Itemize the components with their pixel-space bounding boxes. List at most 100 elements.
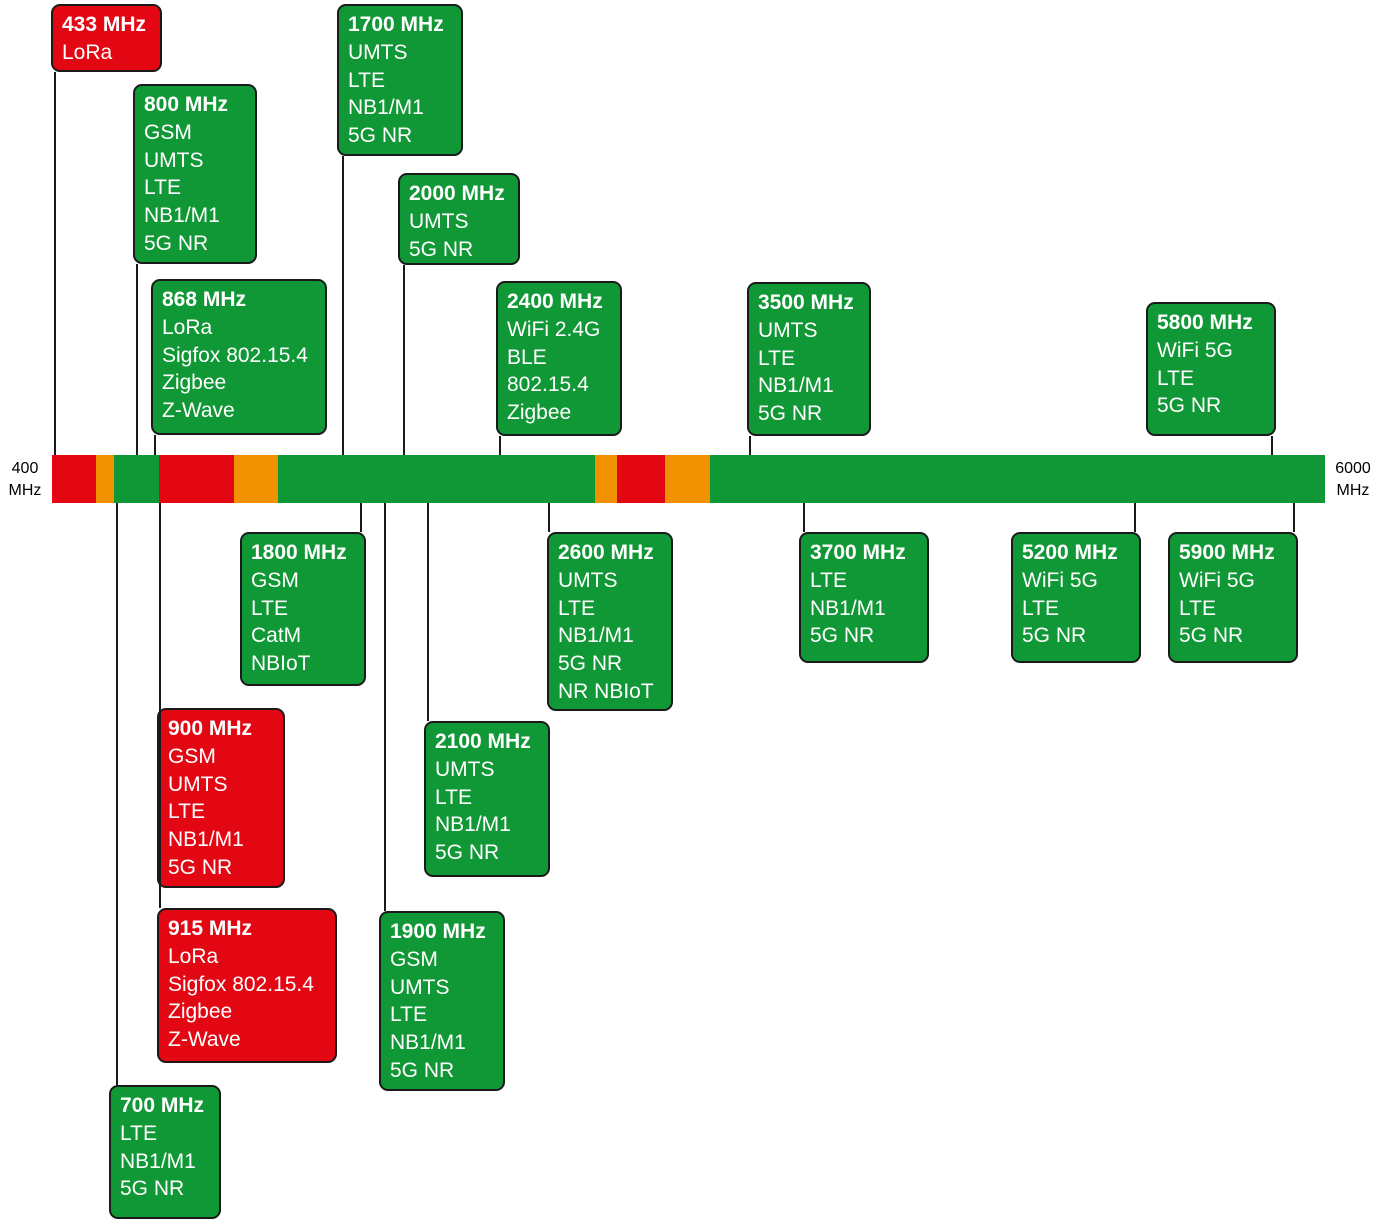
band-technology: UMTS [409,209,469,233]
connector-line [803,503,805,532]
band-frequency: 3500 MHz [758,291,854,314]
bar-segment-orange [234,455,278,503]
connector-line [384,503,386,911]
connector-line [499,436,501,455]
band-box-2100-mhz: 2100 MHz UMTS LTE NB1/M1 5G NR [424,721,550,877]
band-technology: WiFi 2.4G [507,317,601,341]
band-box-5900-mhz: 5900 MHz WiFi 5G LTE 5G NR [1168,532,1298,663]
connector-line [1293,503,1295,532]
band-technology: LTE [144,176,181,200]
connector-line [342,156,344,455]
connector-line [54,72,56,455]
band-technology: LTE [558,596,595,620]
band-technology: WiFi 5G [1179,568,1255,592]
band-technology: NB1/M1 [348,96,424,120]
band-technology: LTE [168,800,205,824]
axis-start-unit: MHz [8,482,42,499]
band-technology: Zigbee [507,401,572,425]
bar-segment-green [114,455,159,503]
band-technology: 802.15.4 [507,373,589,397]
band-technology: 5G NR [144,231,209,255]
bar-segment-red [52,455,96,503]
band-frequency: 2100 MHz [435,730,531,753]
band-frequency: 433 MHz [62,13,147,36]
band-technology: LTE [435,785,472,809]
connector-line [360,503,362,532]
band-technology: UMTS [144,148,204,172]
band-technology: Z-Wave [162,399,235,423]
band-technology: Sigfox 802.15.4 [168,972,314,996]
band-frequency: 5200 MHz [1022,541,1118,564]
band-frequency: 1800 MHz [251,541,347,564]
band-technology: 5G NR [1022,624,1087,648]
band-technology: UMTS [168,772,228,796]
connector-line [403,265,405,455]
band-technology: LTE [251,596,288,620]
band-frequency: 1700 MHz [348,13,444,36]
band-technology: GSM [390,947,438,971]
band-technology: LoRa [62,40,113,64]
band-technology: UMTS [758,318,818,342]
band-technology: LTE [758,346,795,370]
band-technology: NB1/M1 [144,204,220,228]
band-technology: LTE [1157,366,1194,390]
band-frequency: 1900 MHz [390,920,486,943]
band-frequency: 2000 MHz [409,182,505,205]
band-technology: LTE [1179,596,1216,620]
band-technology: 5G NR [120,1177,185,1201]
band-technology: 5G NR [1179,624,1244,648]
band-technology: Zigbee [168,1000,233,1024]
connector-line [427,503,429,721]
band-technology: NB1/M1 [810,596,886,620]
band-box-2400-mhz: 2400 MHz WiFi 2.4G BLE 802.15.4 Zigbee [496,281,622,436]
band-frequency: 5800 MHz [1157,311,1253,334]
band-technology: GSM [144,120,192,144]
band-frequency: 3700 MHz [810,541,906,564]
band-technology: UMTS [348,40,408,64]
band-technology: 5G NR [810,624,875,648]
band-technology: LTE [120,1121,157,1145]
band-frequency: 900 MHz [168,717,253,740]
band-technology: 5G NR [558,652,623,676]
bar-segment-green [278,455,595,503]
band-frequency: 2600 MHz [558,541,654,564]
band-technology: UMTS [390,975,450,999]
band-frequency: 868 MHz [162,288,247,311]
connector-line [116,503,118,1085]
band-box-5200-mhz: 5200 MHz WiFi 5G LTE 5G NR [1011,532,1141,663]
band-technology: 5G NR [390,1058,455,1082]
bar-segment-red [617,455,665,503]
band-technology: GSM [251,568,299,592]
band-technology: UMTS [558,568,618,592]
connector-line [1134,503,1136,532]
band-box-1700-mhz: 1700 MHz UMTS LTE NB1/M1 5G NR [337,4,463,156]
band-technology: LTE [348,68,385,92]
band-technology: Zigbee [162,371,227,395]
band-technology: Sigfox 802.15.4 [162,343,308,367]
band-technology: 5G NR [435,841,500,865]
band-technology: NB1/M1 [758,374,834,398]
band-technology: UMTS [435,757,495,781]
band-frequency: 2400 MHz [507,290,603,313]
axis-end-value: 6000 [1335,460,1371,477]
connector-line [154,435,156,455]
band-box-2000-mhz: 2000 MHz UMTS 5G NR [398,173,520,265]
axis-start-value: 400 [11,460,39,477]
axis-start-label: 400 MHz [4,458,46,502]
band-technology: NB1/M1 [120,1149,196,1173]
band-technology: WiFi 5G [1157,338,1233,362]
band-technology: LoRa [162,315,213,339]
connector-line [548,503,550,532]
band-box-900-mhz: 900 MHz GSM UMTS LTE NB1/M1 5G NR [157,708,285,888]
band-box-800-mhz: 800 MHz GSM UMTS LTE NB1/M1 5G NR [133,84,257,264]
band-technology: 5G NR [409,237,474,261]
band-box-433-mhz: 433 MHz LoRa [51,4,162,72]
band-technology: 5G NR [168,855,233,879]
band-box-5800-mhz: 5800 MHz WiFi 5G LTE 5G NR [1146,302,1276,436]
band-technology: LTE [390,1003,427,1027]
band-technology: 5G NR [348,124,413,148]
connector-line [1271,436,1273,455]
band-frequency: 915 MHz [168,917,253,940]
band-technology: NB1/M1 [558,624,634,648]
